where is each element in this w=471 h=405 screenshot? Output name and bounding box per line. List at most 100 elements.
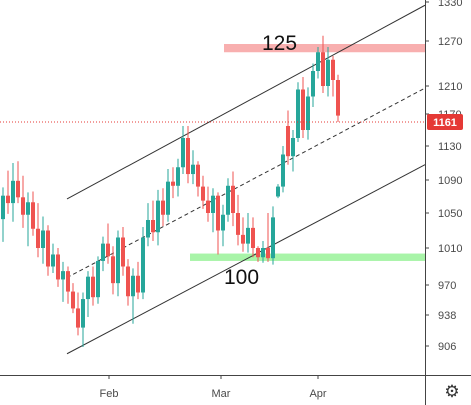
candle-body[interactable] (256, 248, 260, 258)
candle-body[interactable] (56, 254, 60, 280)
candle[interactable] (41, 216, 45, 264)
candle[interactable] (86, 271, 90, 317)
candle[interactable] (261, 241, 265, 263)
candle-body[interactable] (211, 195, 215, 213)
candle-body[interactable] (31, 202, 35, 229)
candle-body[interactable] (201, 186, 205, 201)
candle-body[interactable] (116, 237, 120, 284)
candle[interactable] (156, 189, 160, 246)
candle-body[interactable] (26, 202, 30, 215)
candle-body[interactable] (276, 186, 280, 197)
candle[interactable] (191, 150, 195, 185)
candle[interactable] (321, 35, 325, 93)
candle-body[interactable] (16, 180, 20, 198)
candle-body[interactable] (251, 227, 255, 248)
candle[interactable] (211, 188, 215, 233)
candle[interactable] (91, 266, 95, 306)
candle-body[interactable] (321, 52, 325, 86)
candle[interactable] (171, 167, 175, 199)
candle[interactable] (336, 74, 340, 122)
candle-body[interactable] (41, 230, 45, 249)
candle-body[interactable] (71, 291, 75, 309)
candle[interactable] (281, 146, 285, 193)
candle[interactable] (246, 213, 250, 253)
candle-body[interactable] (316, 52, 320, 71)
candle[interactable] (146, 203, 150, 247)
candle-body[interactable] (241, 234, 245, 244)
candle[interactable] (271, 206, 275, 265)
candle[interactable] (141, 227, 145, 300)
candle[interactable] (306, 87, 310, 140)
candles-layer[interactable] (1, 35, 340, 347)
candle[interactable] (186, 126, 190, 184)
candle-body[interactable] (86, 276, 90, 300)
candle-body[interactable] (121, 237, 125, 267)
candle-body[interactable] (216, 195, 220, 231)
candle-body[interactable] (291, 138, 295, 157)
candle-body[interactable] (271, 217, 275, 259)
candle-body[interactable] (136, 275, 140, 293)
candle[interactable] (231, 171, 235, 227)
candle[interactable] (181, 126, 185, 175)
candle[interactable] (1, 187, 5, 242)
candle[interactable] (36, 203, 40, 258)
candle-body[interactable] (146, 220, 150, 238)
candle[interactable] (6, 170, 10, 214)
candle[interactable] (101, 236, 105, 272)
candle[interactable] (196, 161, 200, 197)
candle-body[interactable] (101, 243, 105, 261)
candle[interactable] (276, 184, 280, 199)
candle-body[interactable] (266, 248, 270, 259)
candle[interactable] (81, 292, 85, 347)
candle[interactable] (51, 243, 55, 273)
candle-body[interactable] (301, 89, 305, 131)
candle[interactable] (136, 261, 140, 300)
candle-body[interactable] (51, 254, 55, 267)
candle[interactable] (11, 163, 15, 222)
candle-body[interactable] (186, 138, 190, 175)
candle[interactable] (296, 82, 300, 142)
candle-body[interactable] (236, 213, 240, 235)
candle-body[interactable] (226, 185, 230, 215)
candle[interactable] (286, 110, 290, 165)
candle-body[interactable] (36, 228, 40, 248)
candle[interactable] (66, 266, 70, 304)
candle[interactable] (71, 283, 75, 314)
candle[interactable] (96, 256, 100, 304)
candle-body[interactable] (336, 80, 340, 116)
candle[interactable] (161, 188, 165, 227)
candle[interactable] (301, 77, 305, 138)
candle-body[interactable] (326, 59, 330, 86)
candle[interactable] (131, 268, 135, 324)
candle-body[interactable] (151, 220, 155, 233)
candle-body[interactable] (6, 195, 10, 204)
candle[interactable] (76, 292, 80, 336)
candle-body[interactable] (96, 260, 100, 298)
candle[interactable] (21, 175, 25, 228)
candle[interactable] (176, 158, 180, 197)
candle-body[interactable] (111, 256, 115, 284)
candle[interactable] (311, 63, 315, 108)
candle-body[interactable] (261, 248, 265, 258)
gear-icon[interactable]: ⚙ (444, 382, 459, 402)
candle[interactable] (206, 186, 210, 222)
candle-body[interactable] (1, 195, 5, 220)
candle-body[interactable] (311, 71, 315, 97)
candle-body[interactable] (61, 271, 65, 280)
candle[interactable] (121, 227, 125, 276)
candle[interactable] (116, 230, 120, 297)
candle[interactable] (216, 192, 220, 255)
candle[interactable] (106, 223, 110, 264)
candle-body[interactable] (206, 200, 210, 213)
time-axis[interactable]: Feb Mar Apr (100, 375, 327, 400)
candle-body[interactable] (196, 164, 200, 187)
candle[interactable] (316, 47, 320, 79)
candle-body[interactable] (166, 181, 170, 215)
candle[interactable] (56, 248, 60, 287)
candle[interactable] (331, 56, 335, 97)
candle-body[interactable] (21, 197, 25, 215)
candle-body[interactable] (281, 154, 285, 187)
candle-body[interactable] (296, 89, 300, 139)
candle-body[interactable] (11, 180, 15, 204)
